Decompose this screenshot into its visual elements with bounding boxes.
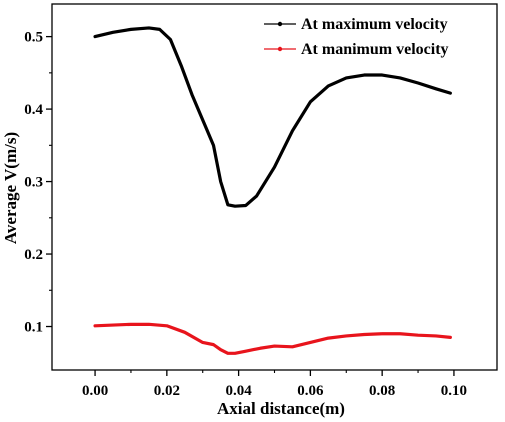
x-tick-label: 0.02 xyxy=(154,383,180,399)
series-line-2 xyxy=(93,322,452,355)
x-tick-label: 0.08 xyxy=(369,383,395,399)
series-layer xyxy=(93,26,452,355)
x-tick-label: 0.06 xyxy=(297,383,324,399)
x-axis-title: Axial distance(m) xyxy=(217,399,345,418)
y-tick-label: 0.2 xyxy=(24,247,43,263)
y-tick-label: 0.5 xyxy=(24,30,43,46)
x-tick-label: 0.04 xyxy=(225,383,252,399)
legend: At maximum velocity At manimum velocity xyxy=(264,16,449,58)
y-tick-label: 0.4 xyxy=(24,102,43,118)
y-tick-label: 0.3 xyxy=(24,175,43,191)
x-tick-label: 0.00 xyxy=(82,383,108,399)
legend-label-2: At manimum velocity xyxy=(301,41,449,58)
legend-marker-1 xyxy=(277,21,283,27)
plot-frame xyxy=(51,3,498,371)
legend-marker-2 xyxy=(277,46,283,52)
y-tick-label: 0.1 xyxy=(24,320,43,336)
x-tick-label: 0.10 xyxy=(441,383,467,399)
axes-layer: 0.00 0.02 0.04 0.06 0.08 0.10 0.1 0.2 0.3 0.4 0.5 xyxy=(24,3,498,399)
y-axis-title: Average V(m/s) xyxy=(1,132,20,244)
series-line-1 xyxy=(93,26,452,208)
legend-label-1: At maximum velocity xyxy=(301,16,448,33)
